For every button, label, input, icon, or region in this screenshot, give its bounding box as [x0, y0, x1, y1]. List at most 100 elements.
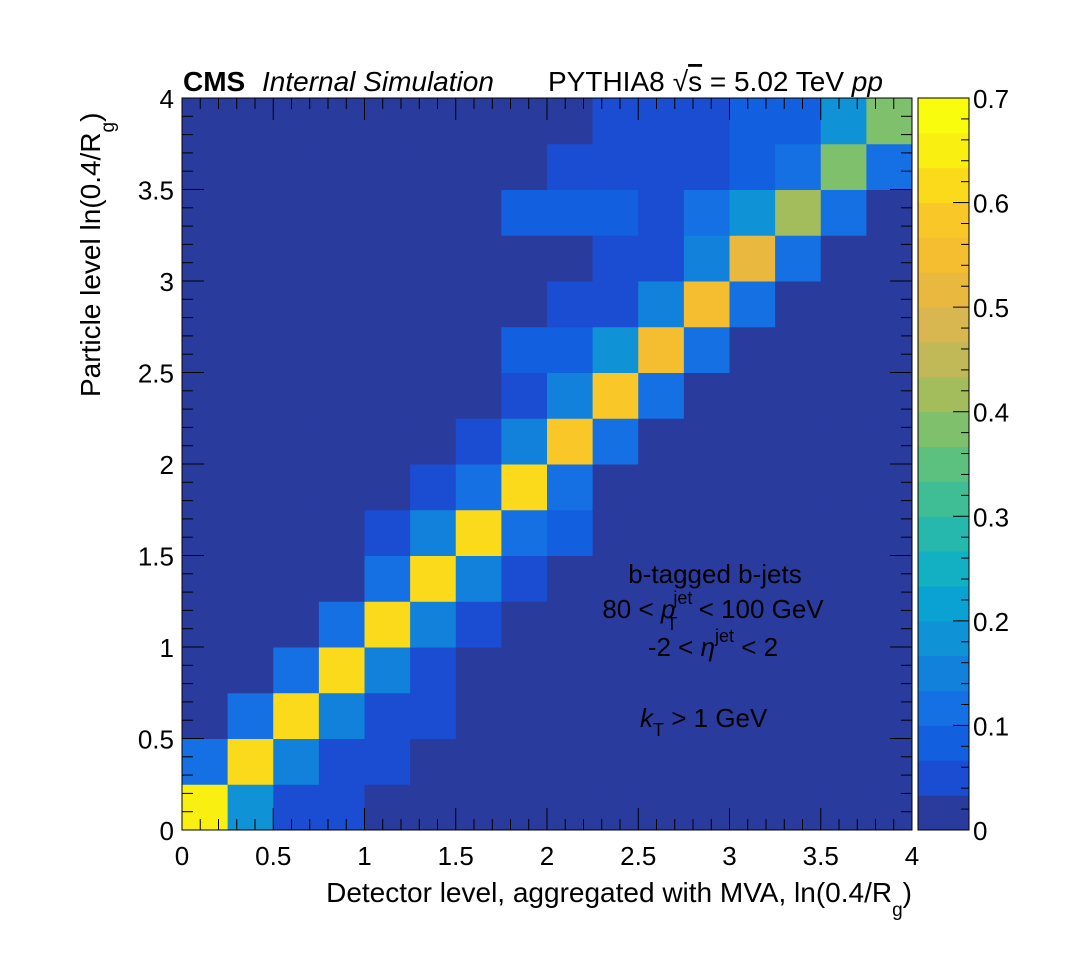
heatmap-cell [683, 738, 730, 785]
heatmap-cell [729, 143, 776, 190]
heatmap-cell [227, 738, 274, 785]
heatmap-cell [820, 281, 867, 328]
heatmap-cell [547, 555, 594, 602]
heatmap-cell [547, 509, 594, 556]
color-scale-band [918, 272, 969, 308]
heatmap-cell [182, 372, 229, 419]
annotation-pt-range: 80 < pjet T < 100 GeV [602, 588, 824, 634]
heatmap-cell [455, 189, 502, 236]
heatmap-cell [592, 418, 639, 465]
heatmap-cell [273, 647, 320, 694]
heatmap-cell [866, 281, 913, 328]
heatmap-cell [501, 647, 548, 694]
heatmap-cell [683, 418, 730, 465]
heatmap-cell [501, 601, 548, 648]
z-tick-label: 0.3 [973, 502, 1009, 532]
heatmap-cell [455, 98, 502, 145]
heatmap-cell [182, 235, 229, 282]
heatmap-cell [182, 509, 229, 556]
experiment-label: CMS [183, 66, 245, 97]
heatmap-cell [820, 464, 867, 511]
y-tick-label: 2 [160, 450, 174, 480]
heatmap-cell [820, 143, 867, 190]
heatmap-cell [729, 189, 776, 236]
color-scale-band [918, 411, 969, 448]
heatmap-cell [775, 189, 822, 236]
heatmap-cell [547, 692, 594, 739]
color-scale-band [918, 237, 969, 273]
status-label: Internal Simulation [262, 66, 494, 97]
heatmap-cell [683, 692, 730, 739]
y-axis-title-main: Particle level ln(0.4/R [75, 132, 106, 397]
heatmap-cell [318, 555, 365, 602]
heatmap-cell [318, 281, 365, 328]
heatmap-cell [729, 601, 776, 648]
heatmap-cell [410, 509, 457, 556]
heatmap-cell [410, 235, 457, 282]
heatmap-cell [547, 235, 594, 282]
heatmap-cell [501, 98, 548, 145]
generator-label: PYTHIA8 [548, 66, 665, 97]
heatmap-cell [592, 281, 639, 328]
heatmap-cell [820, 326, 867, 373]
color-scale-frame [917, 97, 970, 831]
heatmap-cell [775, 98, 822, 145]
heatmap-cell [364, 235, 411, 282]
annotation-eta-pre: -2 < [648, 632, 701, 662]
heatmap-cell [547, 647, 594, 694]
heatmap-cell [729, 509, 776, 556]
x-tick-label: 3 [722, 841, 736, 871]
heatmap-cell [683, 601, 730, 648]
heatmap-cell [683, 372, 730, 419]
heatmap-cell [683, 509, 730, 556]
color-scale-band [918, 376, 969, 413]
annotation-pt-sup: jet [672, 588, 692, 608]
y-axis-title: Particle level ln(0.4/Rg) [75, 113, 119, 397]
heatmap-cell [273, 509, 320, 556]
heatmap-cell [364, 372, 411, 419]
heatmap-cell [273, 281, 320, 328]
heatmap-cell [592, 555, 639, 602]
x-axis-title-end: ) [903, 877, 912, 908]
heatmap-cell [364, 418, 411, 465]
heatmap-cell [273, 464, 320, 511]
heatmap-cell [592, 189, 639, 236]
heatmap-cell [455, 647, 502, 694]
heatmap-cell [318, 235, 365, 282]
heatmap-cell [592, 692, 639, 739]
color-scale-band [918, 795, 969, 831]
heatmap-cell [410, 281, 457, 328]
heatmap-cell [501, 281, 548, 328]
heatmap-cell [273, 235, 320, 282]
x-axis-title-sub: g [892, 900, 903, 921]
heatmap-cell [364, 189, 411, 236]
heatmap-cell [775, 647, 822, 694]
heatmap-cell [410, 692, 457, 739]
heatmap-cell [592, 647, 639, 694]
sqrt-symbol: √ [673, 66, 689, 97]
heatmap-cell [775, 143, 822, 190]
heatmap-cell [410, 98, 457, 145]
heatmap-cell [318, 464, 365, 511]
x-axis-title: Detector level, aggregated with MVA, ln(… [326, 877, 912, 921]
heatmap-cell [775, 555, 822, 602]
heatmap-cell [592, 372, 639, 419]
heatmap-cell [866, 372, 913, 419]
heatmap-cell [866, 647, 913, 694]
heatmap-cell [364, 738, 411, 785]
heatmap-cell [683, 189, 730, 236]
heatmap-cell [318, 647, 365, 694]
heatmap-cell [227, 235, 274, 282]
heatmap-cell [729, 372, 776, 419]
heatmap-cell [547, 372, 594, 419]
heatmap-cell [501, 464, 548, 511]
heatmap-cell [227, 601, 274, 648]
heatmap-cell [227, 555, 274, 602]
heatmap-cell [501, 189, 548, 236]
x-axis-title-main: Detector level, aggregated with MVA, ln(… [326, 877, 892, 908]
annotation-kt-sub: T [653, 720, 664, 740]
heatmap-cell [775, 784, 822, 831]
heatmap-cell [547, 143, 594, 190]
heatmap-cell [683, 143, 730, 190]
heatmap-cell [592, 235, 639, 282]
